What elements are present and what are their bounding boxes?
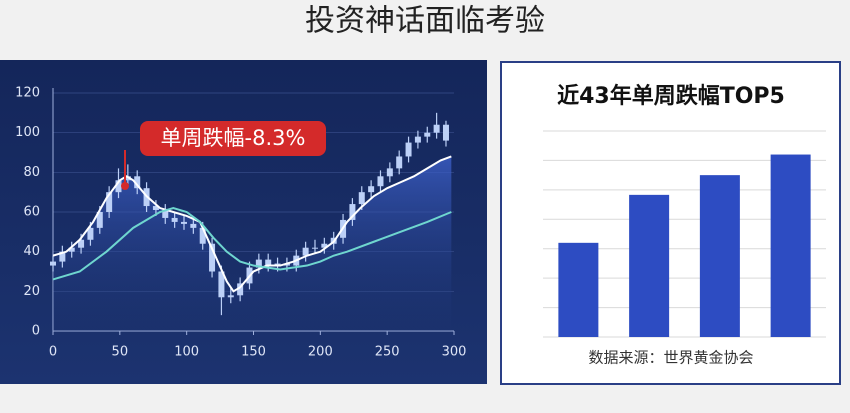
candle-body — [134, 176, 141, 189]
candle-body — [405, 142, 412, 157]
candle-body — [171, 217, 178, 222]
y-tick-label: 100 — [15, 125, 40, 140]
bar-title: 近43年单周跌幅TOP5 — [557, 83, 785, 109]
candle-body — [377, 176, 384, 187]
candle-body — [106, 192, 113, 212]
candle-plot: 0 20 40 60 80 100 120 0 50 100 150 200 250 300 — [15, 86, 466, 360]
y-tick-label: 20 — [23, 284, 40, 299]
candle-body — [302, 247, 309, 256]
candle-body — [152, 206, 159, 211]
candle-body — [321, 243, 328, 248]
moving-average — [52, 206, 452, 281]
bar-plot — [543, 130, 826, 338]
ma-area — [53, 156, 452, 331]
x-tick-label: 100 — [174, 345, 199, 360]
x-tick-label: 150 — [241, 345, 266, 360]
candle-body — [442, 124, 449, 141]
annotation-text: 单周跌幅-8.3% — [161, 126, 306, 150]
candle-body — [433, 124, 440, 133]
x-tick-label: 250 — [375, 345, 400, 360]
candle-body — [227, 295, 234, 298]
y-tick-label: 120 — [15, 86, 40, 101]
moving-average — [52, 155, 452, 293]
x-tick-label: 0 — [49, 345, 57, 360]
candle-body — [180, 221, 187, 224]
candle-body — [199, 227, 206, 244]
candle-body — [386, 168, 393, 177]
y-tick-label: 40 — [23, 244, 40, 259]
bar — [629, 194, 670, 337]
candle-body — [349, 204, 356, 220]
candle-body — [265, 259, 272, 266]
y-tick-label: 60 — [23, 205, 40, 220]
candle-body — [124, 176, 131, 181]
candle-body — [78, 239, 85, 248]
candle-body — [358, 192, 365, 205]
candle-body — [218, 271, 225, 298]
source: 数据来源：世界黄金协会 — [588, 349, 753, 367]
candle-body — [311, 247, 318, 249]
x-tick-label: 300 — [442, 345, 467, 360]
y-tick-label: 80 — [23, 165, 40, 180]
candle-body — [237, 283, 244, 296]
candle-body — [50, 261, 56, 266]
candle-body — [209, 243, 216, 272]
candle-body — [162, 210, 169, 218]
bar — [558, 242, 599, 337]
candle-body — [190, 223, 197, 228]
candle-body — [68, 247, 75, 252]
candle-body — [59, 251, 66, 262]
x-tick-label: 50 — [112, 345, 129, 360]
annotation-box — [140, 121, 326, 156]
bar — [699, 175, 740, 337]
candle-body — [368, 186, 375, 193]
candle-body — [414, 136, 421, 143]
bar — [770, 154, 811, 337]
candle-body — [87, 227, 94, 240]
page-title: 投资神话面临考验 — [305, 4, 545, 39]
candle-body — [96, 212, 103, 228]
candle-body — [424, 132, 431, 137]
candle-body — [255, 259, 262, 268]
annotation-dot — [121, 182, 129, 190]
x-tick-label: 200 — [308, 345, 333, 360]
candle-body — [396, 156, 403, 169]
candle-body — [115, 180, 122, 193]
y-tick-label: 0 — [32, 324, 40, 339]
